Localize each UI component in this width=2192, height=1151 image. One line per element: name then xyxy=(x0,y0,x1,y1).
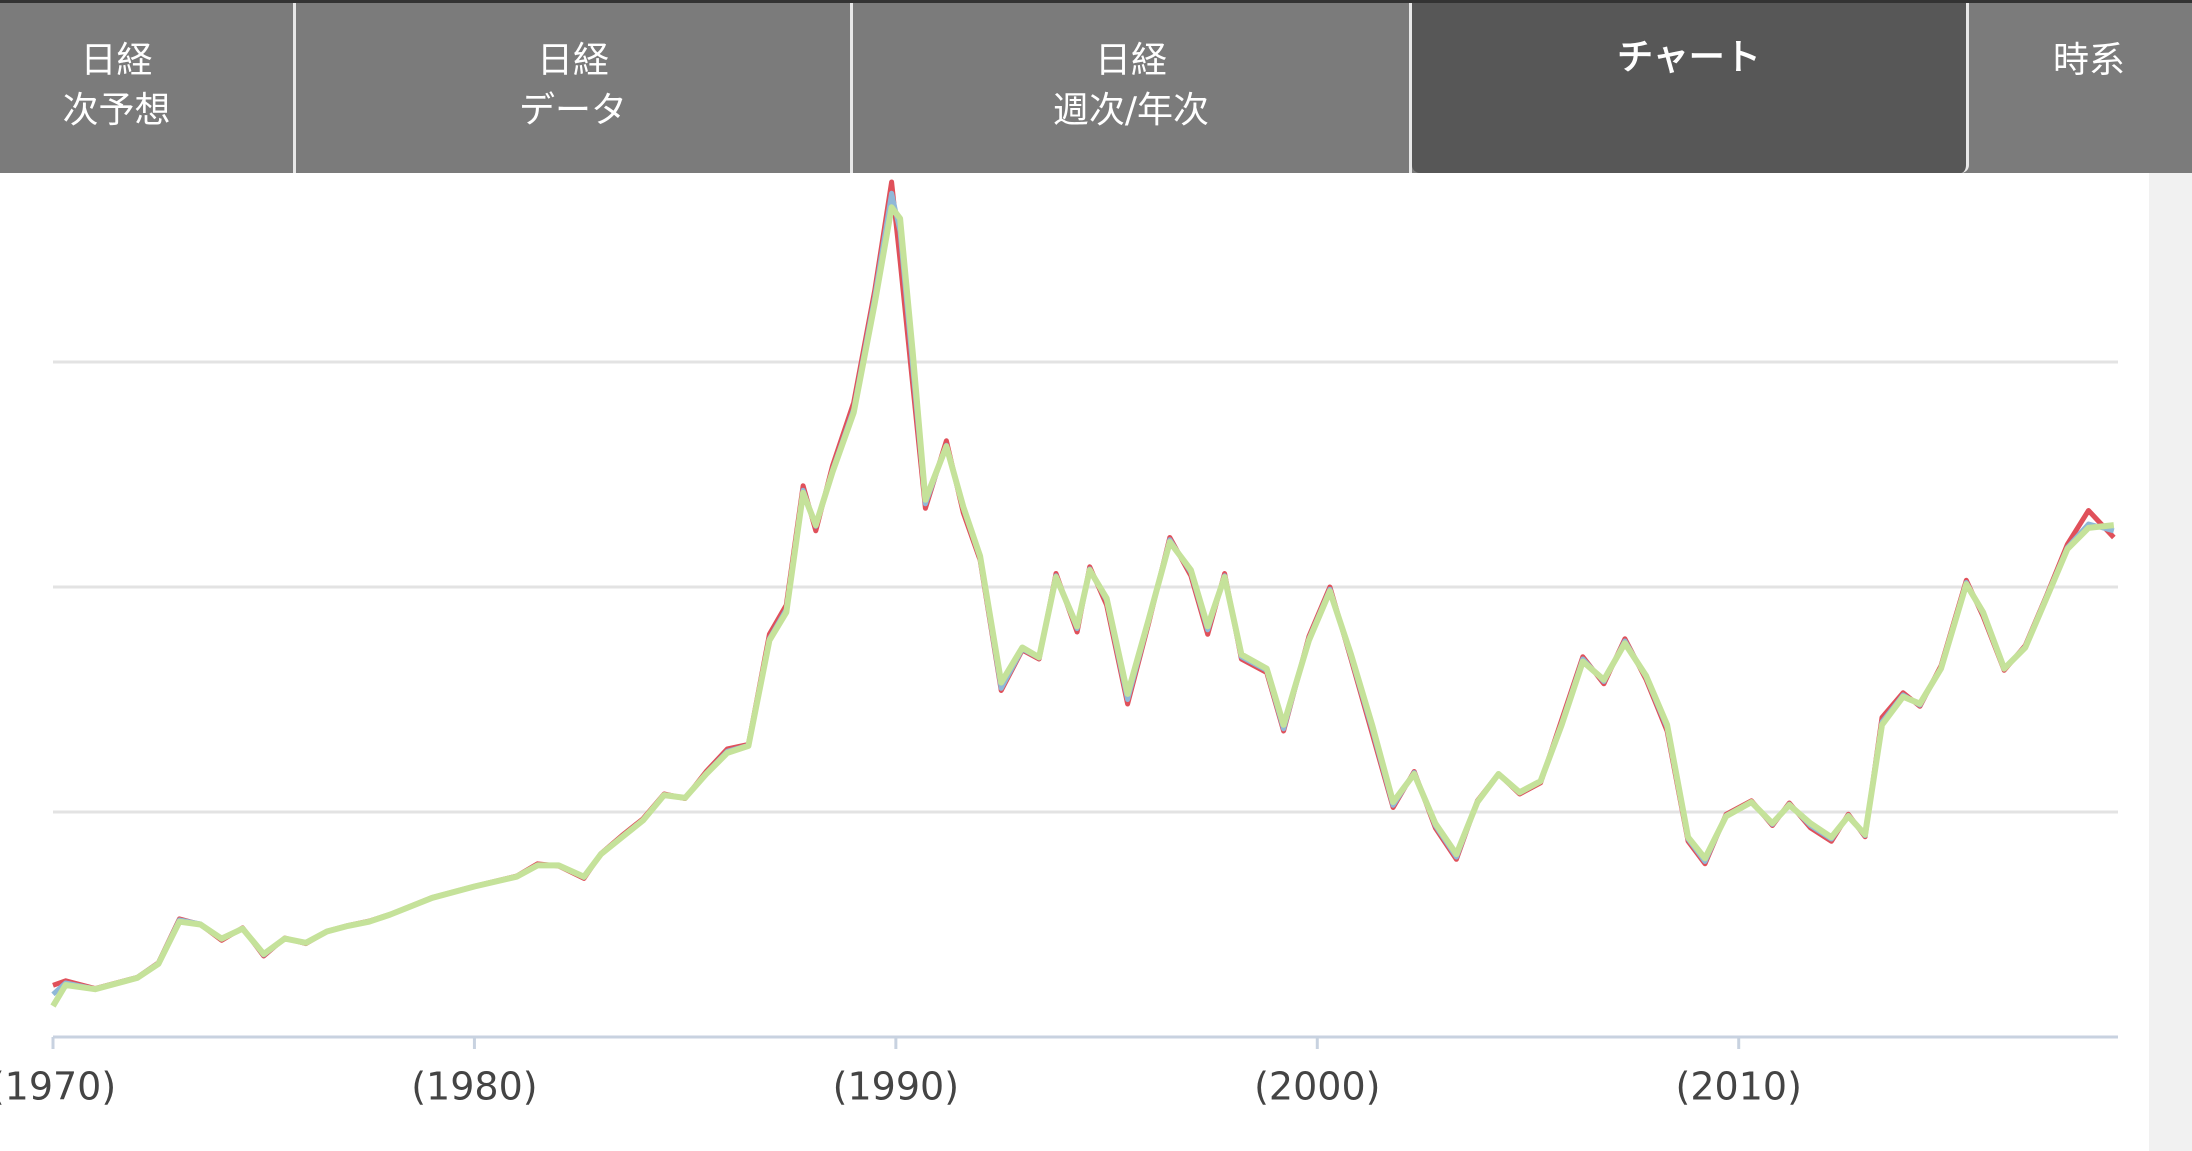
x-tick-label: (1990) xyxy=(833,1065,959,1109)
line-series xyxy=(50,204,2115,1008)
tab[interactable]: 時系 xyxy=(1969,3,2192,173)
tab-bar: 日経次予想 日経データ 日経週次/年次 チャート 時系 xyxy=(0,0,2192,173)
tab-label: 日経 xyxy=(536,40,609,81)
tab[interactable]: 日経週次/年次 xyxy=(853,3,1412,173)
tab[interactable]: 日経 データ xyxy=(296,3,853,173)
x-tick-label: (1970) xyxy=(0,1065,116,1109)
tab-label: 次予想 xyxy=(62,90,171,131)
x-tick-label: (2000) xyxy=(1254,1065,1380,1109)
tab-label: 時系 xyxy=(2052,40,2125,81)
tab[interactable]: 日経 次予想 xyxy=(0,3,296,173)
tab-label: 週次/年次 xyxy=(1052,90,1210,131)
x-tick-label: (2010) xyxy=(1676,1065,1802,1109)
tab-label: チャート xyxy=(1617,37,1761,78)
tab-label: データ xyxy=(518,90,627,131)
tab-label: 日経 xyxy=(80,40,153,81)
scrollbar xyxy=(2149,173,2192,1151)
tab-label: 日経 xyxy=(1094,40,1167,81)
x-tick-label: (1980) xyxy=(411,1065,537,1109)
tab[interactable]: チャート xyxy=(1412,3,1969,173)
